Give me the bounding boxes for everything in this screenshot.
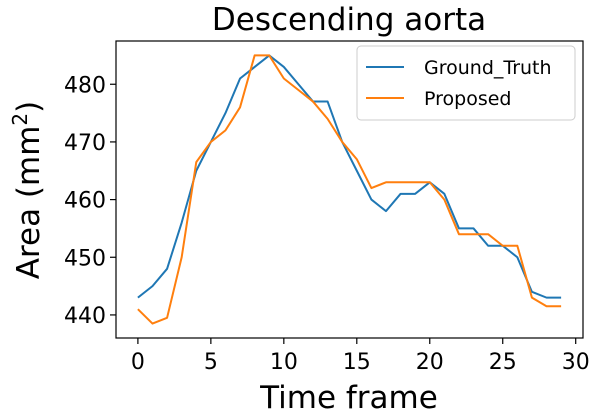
x-tick-label: 20 <box>416 350 444 375</box>
x-axis-ticks: 0 5 10 15 20 25 30 <box>131 338 590 375</box>
plot-area <box>115 40 584 339</box>
y-tick-label: 450 <box>64 246 106 271</box>
y-tick-label: 460 <box>64 189 106 214</box>
x-tick-label: 10 <box>270 350 298 375</box>
y-tick-label: 480 <box>64 73 106 98</box>
series-layer <box>137 54 562 325</box>
x-axis-label: Time frame <box>259 380 438 414</box>
y-axis-ticks: 440 450 460 470 480 <box>64 73 116 329</box>
y-axis-label-base: Area (mm <box>11 126 47 280</box>
series-line-proposed <box>137 54 562 325</box>
legend: Ground_Truth Proposed <box>356 45 576 121</box>
y-axis-label: Area (mm2) <box>8 101 47 280</box>
chart-title: Descending aorta <box>212 2 486 38</box>
x-tick-label: 0 <box>131 350 145 375</box>
y-tick-label: 470 <box>64 131 106 156</box>
y-axis-label-tail: ) <box>11 101 47 113</box>
x-tick-label: 15 <box>343 350 371 375</box>
legend-label-proposed: Proposed <box>424 88 511 110</box>
x-tick-label: 5 <box>204 350 218 375</box>
x-tick-label: 30 <box>562 350 590 375</box>
legend-box <box>356 45 576 121</box>
legend-label-ground-truth: Ground_Truth <box>424 57 552 79</box>
axes-frame <box>115 40 584 339</box>
y-tick-label: 440 <box>64 304 106 329</box>
y-axis-label-superscript: 2 <box>8 113 32 126</box>
x-tick-label: 25 <box>489 350 517 375</box>
